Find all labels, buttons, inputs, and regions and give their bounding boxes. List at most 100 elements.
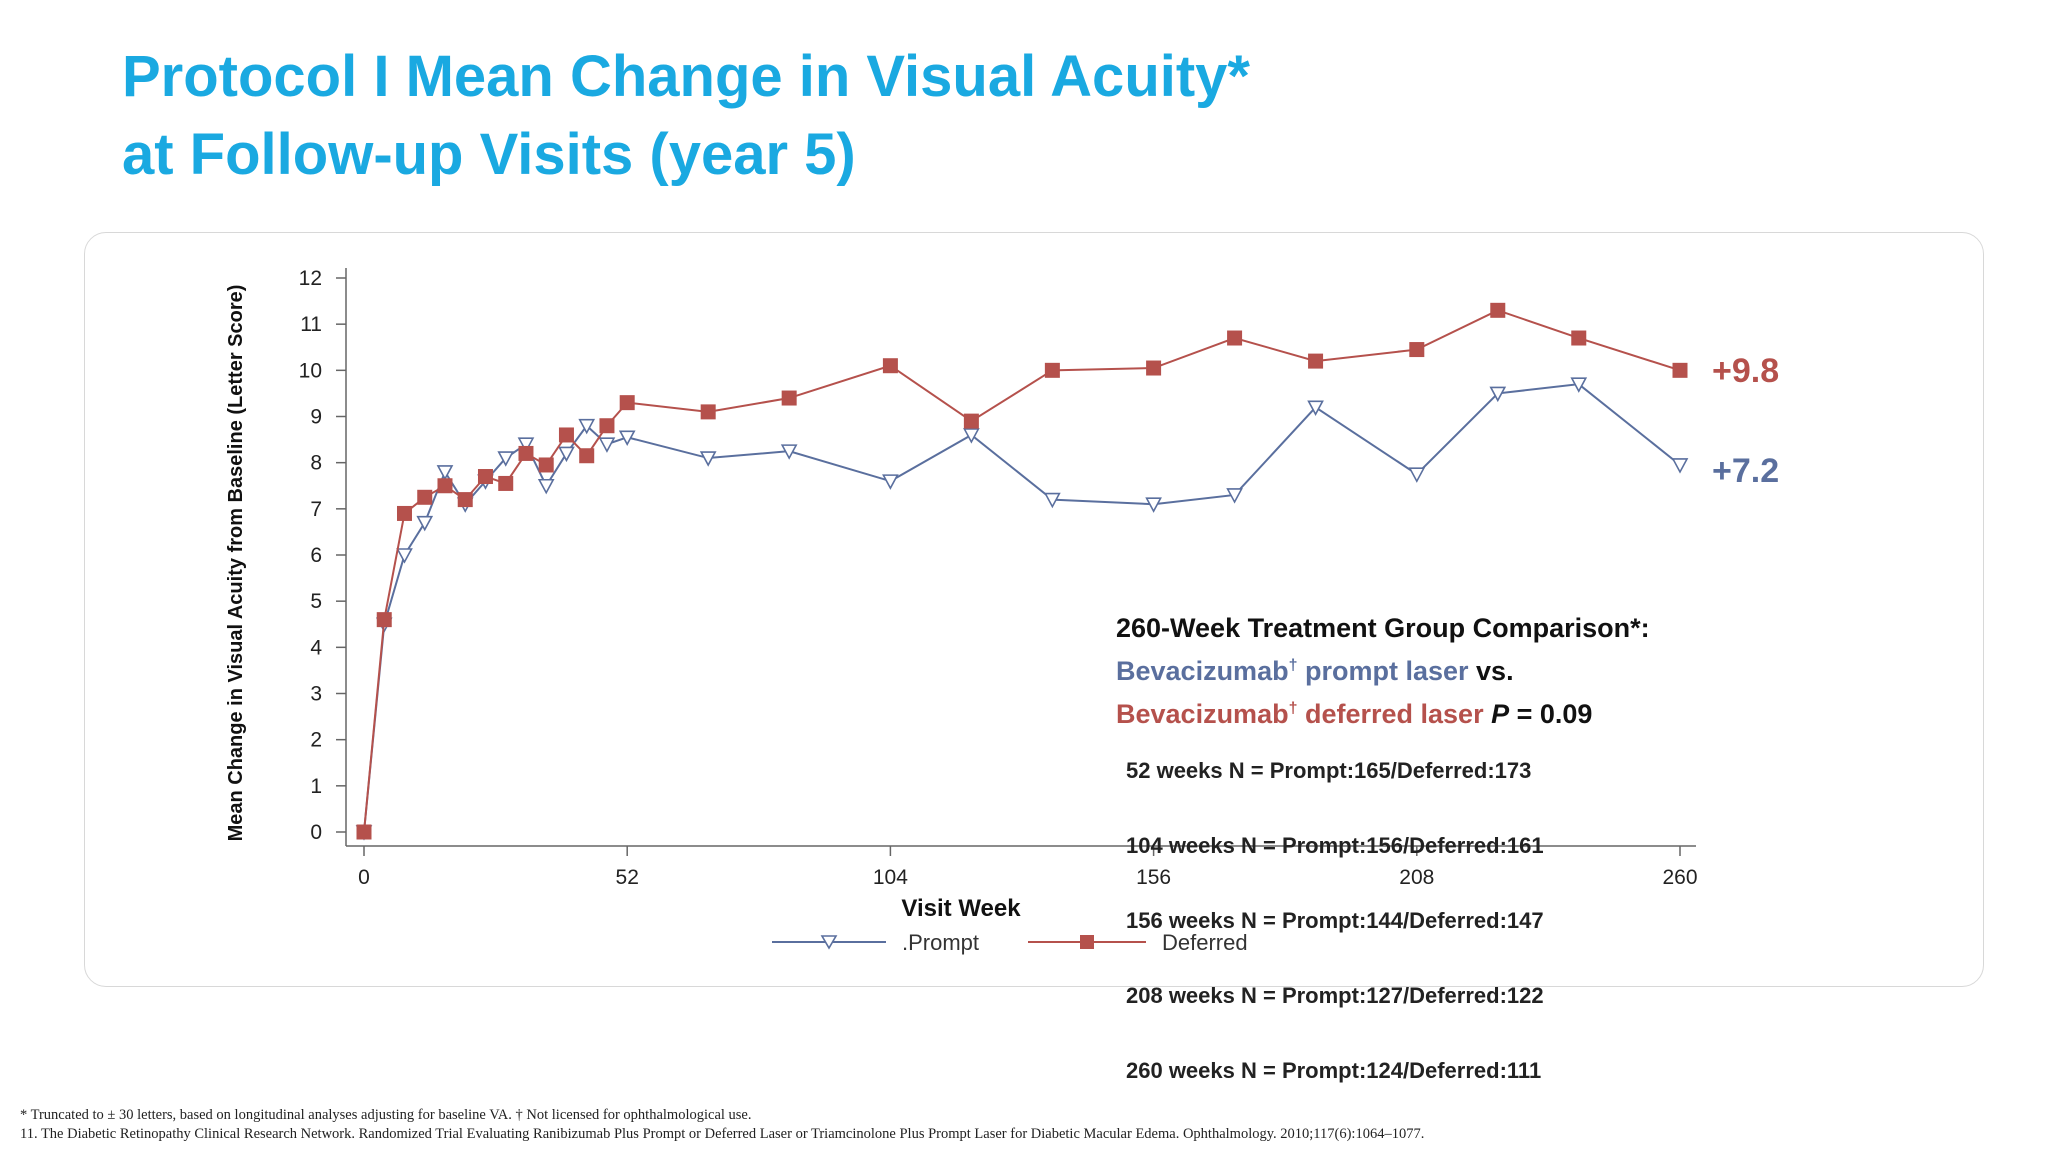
sample-size-row: 208 weeks N = Prompt:127/Deferred:122 xyxy=(1126,983,1544,1008)
legend-label: Deferred xyxy=(1162,930,1248,955)
vs-text: vs. xyxy=(1468,656,1514,686)
data-point xyxy=(537,478,555,495)
series-prompt xyxy=(355,377,1689,841)
footnote-reference: 11. The Diabetic Retinopathy Clinical Re… xyxy=(20,1126,1425,1142)
x-tick-label: 52 xyxy=(616,866,639,889)
legend-marker xyxy=(820,935,838,950)
title-line-2: at Follow-up Visits (year 5) xyxy=(122,122,856,187)
data-point xyxy=(1145,497,1162,513)
data-point xyxy=(558,427,574,443)
data-point xyxy=(1571,330,1587,346)
y-tick-label: 11 xyxy=(300,313,322,336)
chart-series xyxy=(355,302,1689,841)
comparison-line-deferred: Bevacizumab† deferred laser P = 0.09 xyxy=(1116,690,1650,733)
deferred-drug: Bevacizumab xyxy=(1116,699,1289,729)
end-label-prompt: +7.2 xyxy=(1712,452,1779,490)
data-point xyxy=(599,418,615,434)
y-tick-label: 7 xyxy=(310,498,322,521)
y-tick-label: 3 xyxy=(310,683,322,706)
data-point xyxy=(699,451,717,467)
data-point xyxy=(416,515,434,532)
y-tick-label: 2 xyxy=(310,729,322,752)
x-tick-label: 104 xyxy=(873,866,908,889)
sample-size-table: 52 weeks N = Prompt:165/Deferred:173 104… xyxy=(1126,708,1544,1133)
sample-size-row: 52 weeks N = Prompt:165/Deferred:173 xyxy=(1126,758,1532,783)
x-axis-title: Visit Week xyxy=(901,895,1021,922)
x-tick-label: 260 xyxy=(1662,866,1697,889)
legend-entry-prompt: .Prompt xyxy=(772,930,979,955)
y-tick-label: 5 xyxy=(310,590,322,613)
data-point xyxy=(1671,458,1689,474)
data-point xyxy=(1570,377,1588,393)
x-tick-label: 0 xyxy=(358,866,370,889)
y-tick-label: 12 xyxy=(299,267,322,290)
chart-card xyxy=(84,232,1984,987)
data-point xyxy=(1226,488,1243,504)
legend-marker xyxy=(1080,935,1094,949)
data-point xyxy=(1490,302,1506,318)
series-deferred xyxy=(356,302,1688,840)
p-label: P xyxy=(1491,699,1510,729)
data-point xyxy=(396,505,412,521)
legend-entry-deferred: Deferred xyxy=(1028,930,1248,955)
chart-legend: .Prompt Deferred xyxy=(772,930,1248,955)
data-point xyxy=(578,418,596,435)
data-point xyxy=(437,478,453,494)
title-line-1: Protocol I Mean Change in Visual Acuity* xyxy=(122,44,1250,109)
data-point xyxy=(417,489,433,505)
data-point xyxy=(618,430,636,446)
x-tick-label: 208 xyxy=(1399,866,1434,889)
data-point xyxy=(517,437,535,453)
data-point xyxy=(436,465,454,481)
data-point xyxy=(558,446,575,463)
y-axis-title: Mean Change in Visual Acuity from Baseli… xyxy=(225,285,247,842)
group-comparison: 260-Week Treatment Group Comparison*: Be… xyxy=(1116,610,1650,733)
data-point xyxy=(882,358,898,374)
data-point xyxy=(538,457,554,473)
data-point xyxy=(356,824,372,840)
y-tick-label: 9 xyxy=(310,406,322,429)
comparison-heading: 260-Week Treatment Group Comparison*: xyxy=(1116,613,1650,643)
data-point xyxy=(497,451,515,467)
footnote-truncation: * Truncated to ± 30 letters, based on lo… xyxy=(20,1107,752,1123)
data-point xyxy=(1308,353,1324,369)
data-point xyxy=(963,428,980,444)
p-value: = 0.09 xyxy=(1509,699,1593,729)
data-point xyxy=(1672,362,1688,378)
end-label-deferred: +9.8 xyxy=(1712,352,1779,390)
prompt-arm: prompt laser xyxy=(1297,656,1469,686)
x-tick-label: 156 xyxy=(1136,866,1171,889)
data-point xyxy=(1307,400,1324,416)
sample-size-row: 104 weeks N = Prompt:156/Deferred:161 xyxy=(1126,833,1544,858)
sample-size-row: 260 weeks N = Prompt:124/Deferred:111 xyxy=(1126,1058,1542,1083)
data-point xyxy=(396,548,413,564)
y-tick-label: 4 xyxy=(310,636,322,659)
data-point xyxy=(1146,360,1162,376)
data-point xyxy=(477,469,493,485)
prompt-drug: Bevacizumab xyxy=(1116,656,1289,686)
y-tick-label: 10 xyxy=(299,359,322,382)
data-point xyxy=(579,448,595,464)
comparison-line-prompt: Bevacizumab† prompt laser vs. xyxy=(1116,647,1650,690)
y-tick-label: 6 xyxy=(310,544,322,567)
deferred-dagger: † xyxy=(1288,700,1298,717)
sample-size-row: 156 weeks N = Prompt:144/Deferred:147 xyxy=(1126,908,1544,933)
data-point xyxy=(619,395,635,411)
data-point xyxy=(781,390,797,406)
y-tick-label: 1 xyxy=(310,775,322,798)
data-point xyxy=(1408,467,1426,483)
data-point xyxy=(882,474,899,490)
data-point xyxy=(518,445,534,461)
series-line xyxy=(363,383,1681,833)
data-point xyxy=(376,612,392,628)
data-point xyxy=(1227,330,1243,346)
slide-title: Protocol I Mean Change in Visual Acuity*… xyxy=(122,38,1250,194)
data-point xyxy=(1489,386,1507,403)
data-point xyxy=(1409,342,1425,358)
data-point xyxy=(963,413,979,429)
legend-label: .Prompt xyxy=(902,930,979,955)
data-point xyxy=(780,444,798,460)
